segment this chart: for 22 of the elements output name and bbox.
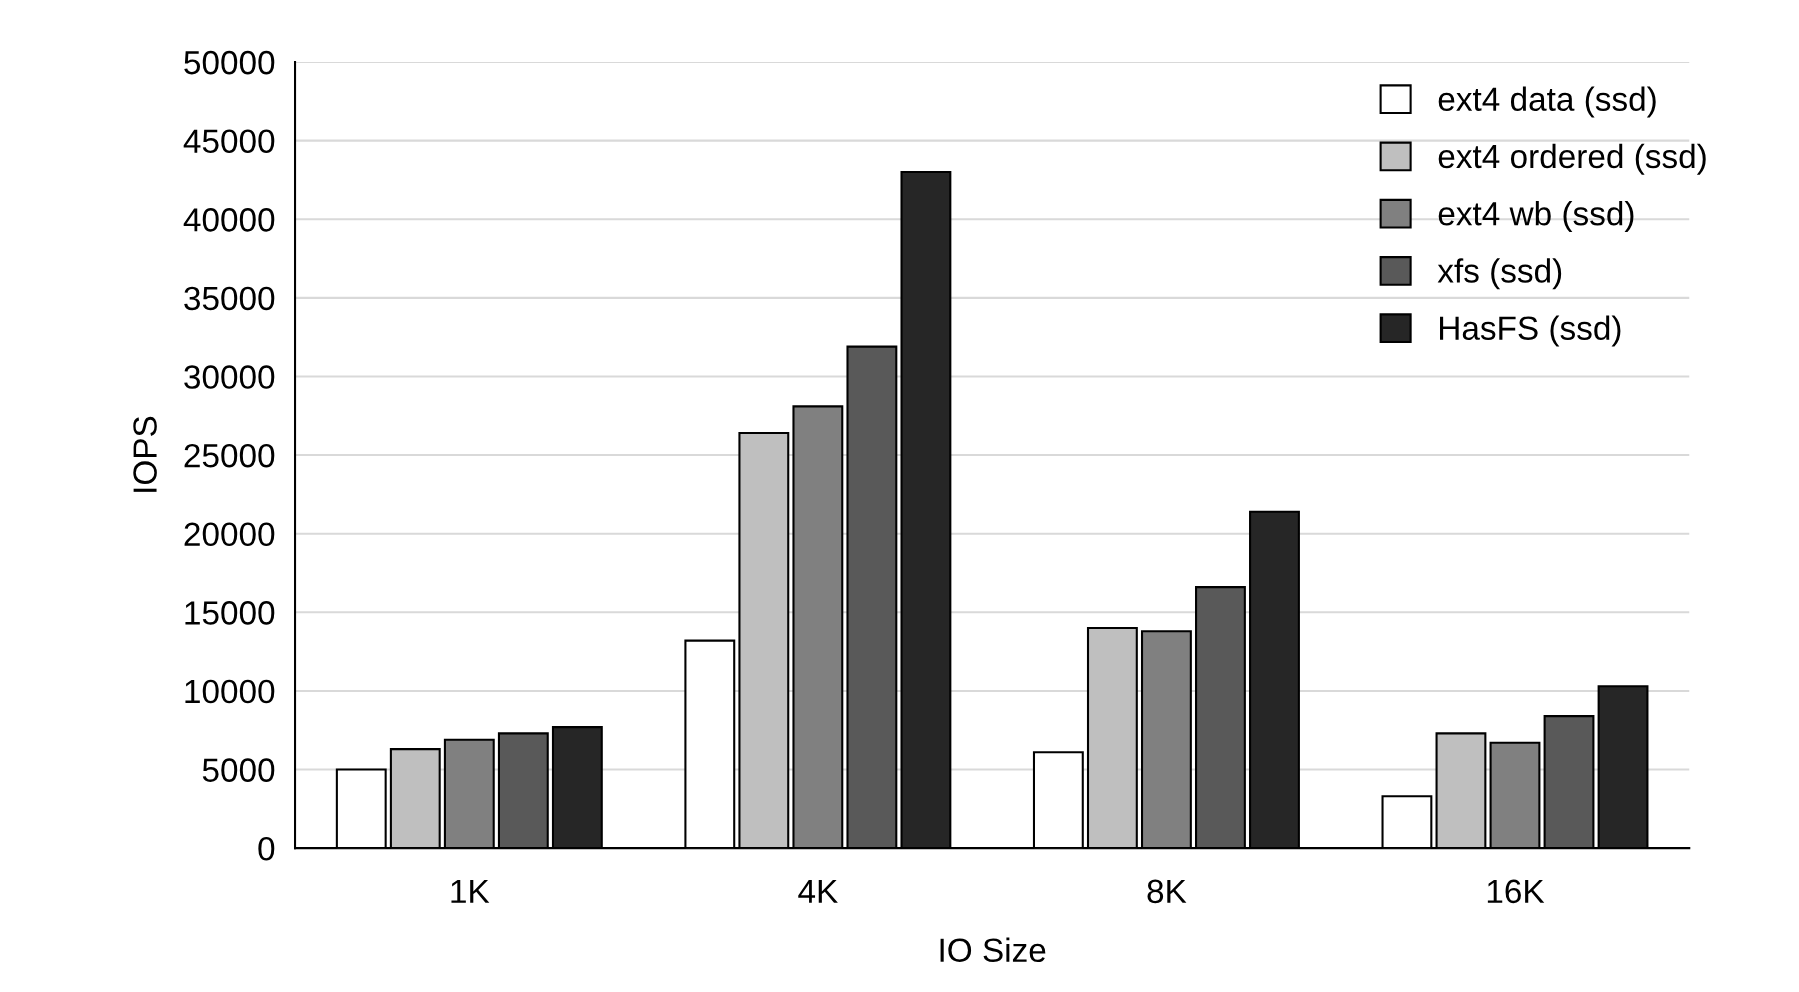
y-tick-label: 50000 [184,50,275,75]
y-axis-title: IOPS [133,416,157,492]
x-tick-label: 1K [451,879,490,903]
legend-label: xfs (ssd) [1437,258,1562,290]
legend-label: ext4 ordered (ssd) [1438,143,1706,175]
x-axis-title: IO Size [940,937,1046,963]
y-tick-label: 5000 [202,758,275,782]
legend-label: HasFS (ssd) [1440,315,1621,347]
x-tick-label: 8K [1147,879,1187,904]
y-tick-label: 45000 [183,129,275,154]
legend-label: ext4 data (ssd) [1438,86,1656,118]
y-tick-label: 15000 [185,601,275,625]
x-tick-label: 4K [798,879,838,903]
y-tick-label: 35000 [184,286,275,311]
x-tick-label: 16K [1487,879,1545,904]
y-tick-label: 10000 [185,679,275,704]
y-tick-label: 20000 [184,522,275,547]
y-tick-label: 0 [258,836,275,861]
y-tick-label: 40000 [183,208,275,232]
legend-label: ext4 wb (ssd) [1438,201,1634,233]
y-tick-label: 30000 [184,365,275,389]
y-tick-label: 25000 [184,443,275,468]
